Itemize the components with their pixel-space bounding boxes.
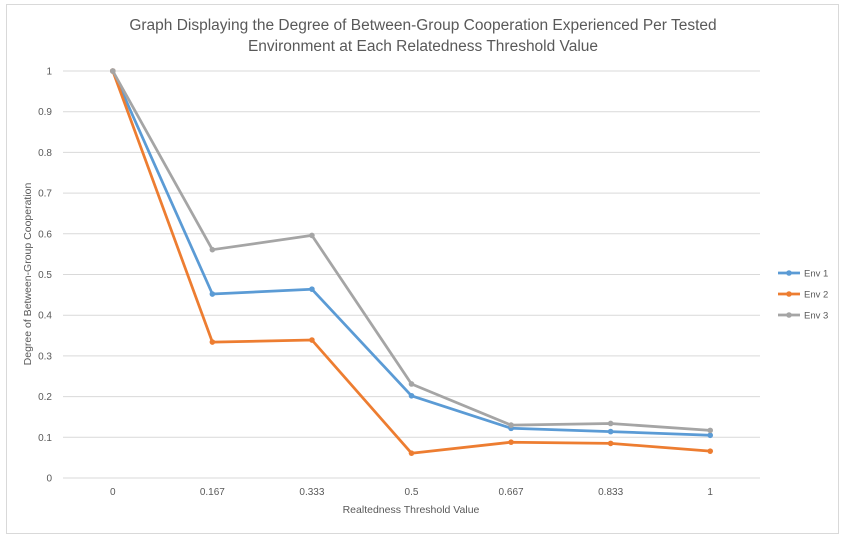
y-tick-label: 0.1 [38, 433, 52, 444]
data-point [707, 448, 714, 454]
legend-label: Env 1 [804, 269, 828, 280]
y-tick-label: 0 [46, 474, 52, 485]
legend-label: Env 3 [804, 311, 828, 322]
series-lines [109, 68, 714, 456]
x-tick-label: 0.667 [499, 487, 524, 498]
data-point [309, 232, 315, 239]
data-point [508, 422, 514, 428]
data-point [109, 68, 116, 74]
y-tick-label: 0.3 [38, 351, 52, 362]
x-tick-label: 0 [110, 487, 116, 498]
y-tick-label: 0.7 [38, 189, 52, 200]
y-tick-label: 1 [46, 67, 52, 78]
series-line-env-3 [111, 69, 712, 432]
data-point [309, 286, 315, 292]
y-axis-ticks: 0 0.1 0.2 0.3 0.4 0.5 0.6 0.7 0.8 0.9 1 [38, 67, 52, 485]
y-tick-label: 0.4 [38, 311, 52, 322]
chart-title-line-2: Environment at Each Relatedness Threshol… [248, 38, 598, 55]
data-point [408, 450, 415, 456]
legend-marker [786, 270, 792, 276]
data-point [707, 427, 714, 434]
data-point [607, 420, 614, 427]
y-tick-label: 0.9 [38, 107, 52, 118]
x-axis-title: Realtedness Threshold Value [343, 504, 480, 516]
gridlines [63, 70, 760, 479]
x-tick-label: 0.5 [405, 487, 419, 498]
chart-title-line-1: Graph Displaying the Degree of Between-G… [129, 17, 716, 34]
data-point [508, 439, 514, 445]
legend: Env 1 Env 2 Env 3 [778, 269, 828, 322]
data-point [209, 246, 216, 253]
x-axis-ticks: 0 0.167 0.333 0.5 0.667 0.833 1 [110, 487, 713, 498]
data-point [607, 440, 614, 447]
x-tick-label: 0.833 [598, 487, 623, 498]
legend-marker [786, 312, 792, 318]
data-point [607, 428, 614, 435]
data-point [408, 392, 415, 399]
data-point [209, 291, 216, 297]
data-point [209, 339, 216, 345]
y-tick-label: 0.8 [38, 148, 52, 159]
x-tick-label: 0.333 [299, 487, 324, 498]
y-axis-title: Degree of Between-Group Cooperation [22, 182, 34, 365]
data-point [309, 337, 315, 343]
y-tick-label: 0.2 [38, 392, 52, 403]
chart-frame [6, 4, 839, 534]
legend-marker [786, 291, 792, 297]
data-point [408, 381, 415, 387]
x-tick-label: 1 [707, 487, 713, 498]
y-tick-label: 0.6 [38, 229, 52, 240]
x-tick-label: 0.167 [200, 487, 225, 498]
y-tick-label: 0.5 [38, 270, 52, 281]
legend-label: Env 2 [804, 290, 828, 301]
data-point [707, 432, 714, 439]
series-line-env-1 [111, 69, 712, 437]
